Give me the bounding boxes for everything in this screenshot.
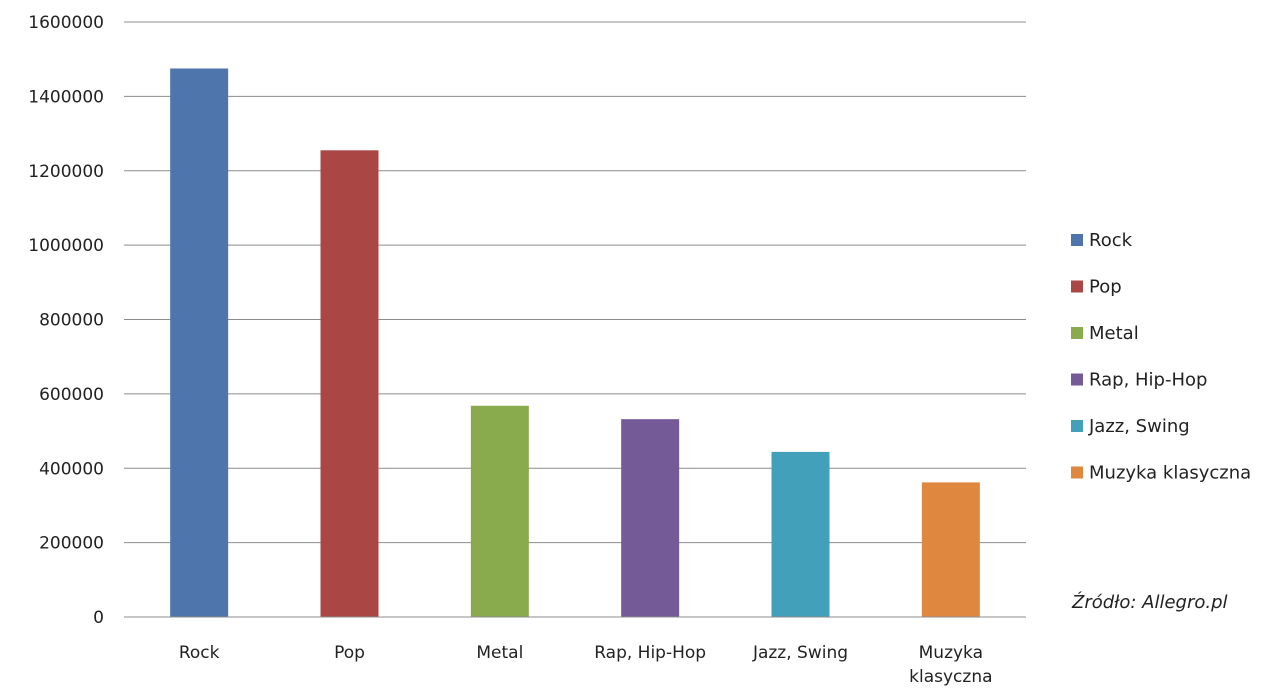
- gridlines: [124, 21, 1026, 544]
- legend-swatch: [1071, 234, 1083, 246]
- y-tick-label: 800000: [39, 311, 104, 331]
- legend-item: Rap, Hip-Hop: [1071, 370, 1207, 391]
- x-tick-label: Metal: [476, 643, 523, 663]
- legend-swatch: [1071, 466, 1083, 479]
- bar-muzyka-klasyczna: [921, 482, 980, 617]
- source-note: Źródło: Allegro.pl: [1072, 592, 1228, 613]
- y-tick-label: 1200000: [28, 162, 104, 182]
- y-axis-tick-labels: 0 200000 400000 600000 800000 1000000 1200000 1…: [28, 13, 104, 628]
- y-tick-label: 1600000: [28, 13, 104, 33]
- legend-label: Metal: [1089, 323, 1139, 344]
- bars: [170, 68, 980, 617]
- bar-pop: [320, 150, 379, 617]
- y-tick-label: 200000: [39, 534, 104, 554]
- legend: Rock Pop Metal Rap, Hip-Hop Jazz, Swing Muzyk…: [1071, 230, 1251, 484]
- legend-label: Muzyka klasyczna: [1089, 463, 1251, 484]
- legend-swatch: [1071, 420, 1083, 432]
- x-tick-label: Muzyka klasyczna: [909, 643, 992, 687]
- legend-item: Pop: [1071, 277, 1122, 298]
- y-tick-label: 0: [93, 608, 104, 628]
- legend-swatch: [1071, 280, 1083, 293]
- legend-item: Jazz, Swing: [1071, 416, 1190, 437]
- y-tick-label: 1000000: [28, 236, 104, 256]
- x-axis-tick-labels: Rock Pop Metal Rap, Hip-Hop Jazz, Swing Muzyk…: [179, 643, 993, 687]
- bar-metal: [470, 405, 529, 617]
- bar-jazz-swing: [771, 451, 830, 617]
- x-tick-label: Rap, Hip-Hop: [594, 643, 706, 663]
- legend-label: Jazz, Swing: [1088, 416, 1190, 437]
- x-tick-label: Pop: [334, 643, 365, 663]
- legend-item: Rock: [1071, 230, 1133, 251]
- legend-label: Rap, Hip-Hop: [1089, 370, 1207, 391]
- y-tick-label: 400000: [39, 459, 104, 479]
- x-tick-label: Jazz, Swing: [752, 643, 848, 663]
- y-tick-label: 1400000: [28, 87, 104, 107]
- x-tick-label: Rock: [179, 643, 220, 663]
- bar-rap-hip-hop: [621, 419, 680, 617]
- legend-item: Metal: [1071, 323, 1139, 344]
- legend-swatch: [1071, 327, 1083, 339]
- legend-item: Muzyka klasyczna: [1071, 463, 1251, 484]
- legend-label: Pop: [1089, 277, 1122, 298]
- legend-label: Rock: [1089, 230, 1133, 251]
- y-tick-label: 600000: [39, 385, 104, 405]
- legend-swatch: [1071, 373, 1083, 386]
- bar-rock: [170, 68, 229, 617]
